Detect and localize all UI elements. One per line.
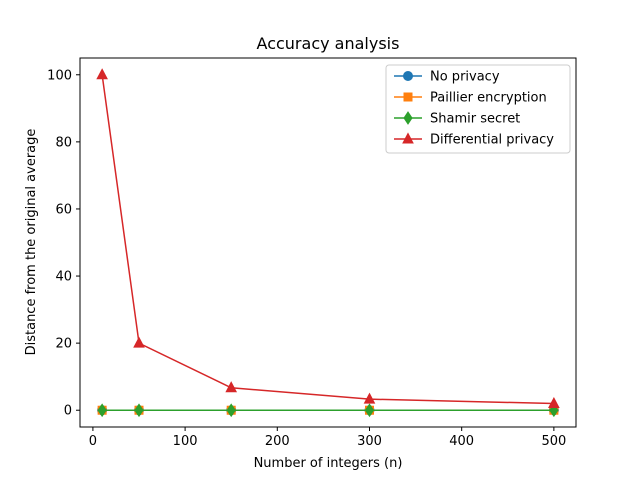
y-tick-label: 40 <box>55 270 72 285</box>
legend-marker <box>402 132 414 144</box>
y-tick-label: 0 <box>64 404 72 419</box>
legend-marker <box>403 111 413 125</box>
y-tick-label: 60 <box>55 202 72 217</box>
legend-marker <box>403 92 413 102</box>
x-tick-label: 100 <box>173 434 198 449</box>
y-axis: 0 20 40 60 80 100 <box>47 68 80 419</box>
data-point <box>363 392 376 404</box>
plot-frame <box>79 57 577 428</box>
legend-label: Paillier encryption <box>430 91 547 106</box>
x-tick-label: 200 <box>265 434 290 449</box>
legend-item: Shamir secret <box>394 111 520 127</box>
data-point <box>548 396 560 409</box>
legend-item: No privacy <box>394 70 500 85</box>
legend: No privacy Paillier encryption Shamir secr… <box>385 64 571 154</box>
data-point <box>97 403 107 418</box>
data-point <box>364 403 375 418</box>
y-axis-label: Distance from the original average <box>24 129 39 356</box>
x-tick-label: 400 <box>449 434 474 449</box>
data-point <box>96 68 108 80</box>
legend-label: Shamir secret <box>430 112 520 127</box>
x-axis-label: Number of integers (n) <box>254 456 403 471</box>
data-point <box>133 336 145 348</box>
legend-label: Differential privacy <box>430 133 554 148</box>
chart-title: Accuracy analysis <box>257 34 400 53</box>
x-tick-label: 300 <box>357 434 382 449</box>
legend-item: Paillier encryption <box>394 91 547 106</box>
data-point <box>225 381 238 393</box>
y-tick-label: 100 <box>47 68 72 83</box>
data-point <box>226 403 236 418</box>
series-layer <box>96 68 560 418</box>
legend-item: Differential privacy <box>394 132 554 148</box>
legend-marker <box>403 71 413 81</box>
x-tick-label: 0 <box>89 434 97 449</box>
series-differential-privacy <box>96 68 560 409</box>
y-tick-label: 80 <box>55 135 72 150</box>
data-point <box>134 403 144 418</box>
x-tick-label: 500 <box>541 434 566 449</box>
legend-label: No privacy <box>430 70 500 85</box>
x-axis: 0 100 200 300 400 500 <box>89 427 566 449</box>
legend-box <box>385 64 571 154</box>
y-tick-label: 20 <box>55 337 72 352</box>
